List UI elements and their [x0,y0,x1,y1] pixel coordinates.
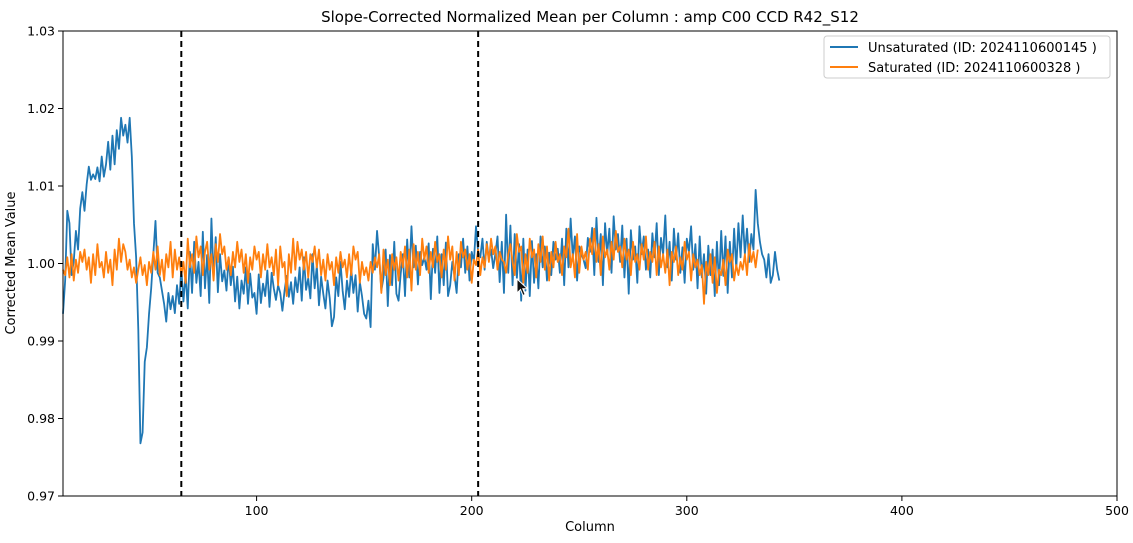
y-tick-label: 0.97 [27,489,55,504]
y-tick-label: 1.00 [27,256,55,271]
legend-box [823,35,1111,79]
x-axis: 100 200 300 400 500 [245,496,1129,518]
x-tick-label: 500 [1105,503,1129,518]
y-tick-label: 0.99 [27,334,55,349]
y-tick-label: 1.01 [27,179,55,194]
series-line-saturated [62,227,759,305]
y-axis: 0.97 0.98 0.99 1.00 1.01 1.02 1.03 [27,24,63,504]
plot-area [62,31,781,496]
x-tick-label: 200 [460,503,484,518]
y-tick-label: 0.98 [27,411,55,426]
legend-label-unsaturated: Unsaturated (ID: 2024110600145 ) [868,41,1097,56]
mouse-pointer-icon [516,278,529,297]
x-tick-label: 300 [675,503,699,518]
y-tick-label: 1.03 [27,24,55,39]
y-axis-label: Corrected Mean Value [4,191,19,334]
x-tick-label: 100 [245,503,269,518]
y-tick-label: 1.02 [27,101,55,116]
legend-label-saturated: Saturated (ID: 2024110600328 ) [868,61,1081,76]
axes-frame [62,30,1118,497]
chart-title: Slope-Corrected Normalized Mean per Colu… [321,8,859,27]
x-axis-label: Column [565,520,615,535]
legend: Unsaturated (ID: 2024110600145 ) Saturat… [823,35,1111,79]
x-tick-label: 400 [890,503,914,518]
